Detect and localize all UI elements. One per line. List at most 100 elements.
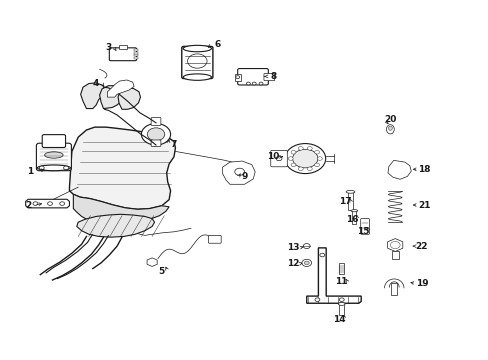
- Circle shape: [187, 54, 206, 68]
- Circle shape: [287, 157, 292, 160]
- FancyBboxPatch shape: [237, 68, 268, 85]
- Circle shape: [339, 298, 344, 301]
- Polygon shape: [69, 127, 175, 209]
- Polygon shape: [118, 88, 140, 109]
- Polygon shape: [147, 258, 157, 266]
- Circle shape: [298, 167, 303, 171]
- Circle shape: [252, 82, 256, 85]
- Circle shape: [290, 150, 295, 154]
- FancyBboxPatch shape: [182, 46, 212, 78]
- Text: 12: 12: [286, 260, 299, 269]
- Ellipse shape: [183, 45, 211, 52]
- FancyBboxPatch shape: [151, 117, 161, 125]
- Text: 11: 11: [335, 277, 347, 286]
- Circle shape: [317, 157, 322, 160]
- Ellipse shape: [386, 125, 393, 134]
- Text: 19: 19: [415, 279, 427, 288]
- Circle shape: [307, 147, 311, 150]
- Ellipse shape: [350, 210, 357, 212]
- Text: 15: 15: [357, 227, 369, 236]
- Bar: [133, 49, 137, 51]
- Bar: [347, 192, 352, 210]
- FancyBboxPatch shape: [36, 143, 71, 171]
- Circle shape: [314, 163, 319, 167]
- Text: 21: 21: [417, 201, 430, 210]
- Circle shape: [147, 128, 164, 141]
- Circle shape: [319, 253, 324, 257]
- Text: 6: 6: [214, 40, 221, 49]
- Polygon shape: [387, 239, 402, 251]
- Polygon shape: [306, 248, 361, 303]
- Text: 5: 5: [159, 267, 164, 276]
- Text: 10: 10: [267, 152, 279, 161]
- FancyBboxPatch shape: [208, 235, 221, 243]
- Circle shape: [298, 147, 303, 150]
- Text: 3: 3: [105, 43, 111, 52]
- Polygon shape: [77, 214, 154, 237]
- Text: 22: 22: [415, 242, 427, 251]
- Circle shape: [303, 244, 309, 249]
- Text: 7: 7: [170, 140, 177, 149]
- Bar: [352, 210, 356, 224]
- Bar: [390, 283, 396, 295]
- Ellipse shape: [338, 302, 345, 305]
- Circle shape: [60, 202, 64, 205]
- Ellipse shape: [37, 165, 70, 171]
- Text: 4: 4: [93, 79, 99, 88]
- Polygon shape: [73, 194, 169, 225]
- Circle shape: [47, 202, 52, 205]
- Text: 8: 8: [270, 72, 276, 81]
- Circle shape: [63, 166, 68, 170]
- Circle shape: [389, 242, 399, 249]
- Circle shape: [234, 168, 244, 175]
- Circle shape: [292, 149, 317, 168]
- Circle shape: [246, 82, 250, 85]
- Ellipse shape: [387, 126, 391, 130]
- FancyBboxPatch shape: [264, 73, 274, 81]
- Polygon shape: [81, 83, 106, 109]
- Circle shape: [141, 123, 170, 145]
- Ellipse shape: [346, 190, 354, 193]
- Polygon shape: [387, 160, 410, 179]
- Circle shape: [276, 157, 282, 161]
- FancyBboxPatch shape: [270, 150, 287, 167]
- Ellipse shape: [183, 74, 211, 80]
- Bar: [234, 73, 240, 81]
- Text: 1: 1: [27, 167, 34, 176]
- FancyBboxPatch shape: [109, 48, 136, 61]
- Bar: [339, 304, 344, 315]
- FancyBboxPatch shape: [360, 219, 369, 234]
- Polygon shape: [222, 161, 255, 184]
- Text: 2: 2: [25, 201, 31, 210]
- Circle shape: [33, 202, 38, 205]
- FancyBboxPatch shape: [151, 140, 161, 147]
- Bar: [133, 54, 137, 56]
- Circle shape: [285, 144, 325, 174]
- Text: 20: 20: [384, 115, 396, 124]
- Circle shape: [304, 261, 308, 265]
- Circle shape: [290, 163, 295, 167]
- Circle shape: [307, 167, 311, 171]
- Circle shape: [235, 76, 239, 78]
- Text: 16: 16: [346, 215, 358, 224]
- Text: 17: 17: [338, 197, 351, 206]
- Circle shape: [259, 82, 263, 85]
- Bar: [133, 57, 137, 59]
- Ellipse shape: [44, 152, 63, 158]
- Circle shape: [314, 298, 319, 301]
- Text: 18: 18: [417, 165, 430, 174]
- Polygon shape: [107, 80, 134, 97]
- FancyBboxPatch shape: [42, 135, 65, 148]
- Text: 14: 14: [332, 315, 345, 324]
- Text: 9: 9: [241, 172, 247, 181]
- Polygon shape: [100, 86, 123, 109]
- Polygon shape: [26, 199, 69, 208]
- Bar: [133, 52, 137, 54]
- Circle shape: [314, 150, 319, 154]
- Bar: [391, 251, 398, 258]
- Circle shape: [301, 259, 311, 266]
- Bar: [339, 263, 344, 274]
- Circle shape: [39, 166, 44, 170]
- Text: 13: 13: [286, 243, 299, 252]
- Bar: [119, 45, 126, 49]
